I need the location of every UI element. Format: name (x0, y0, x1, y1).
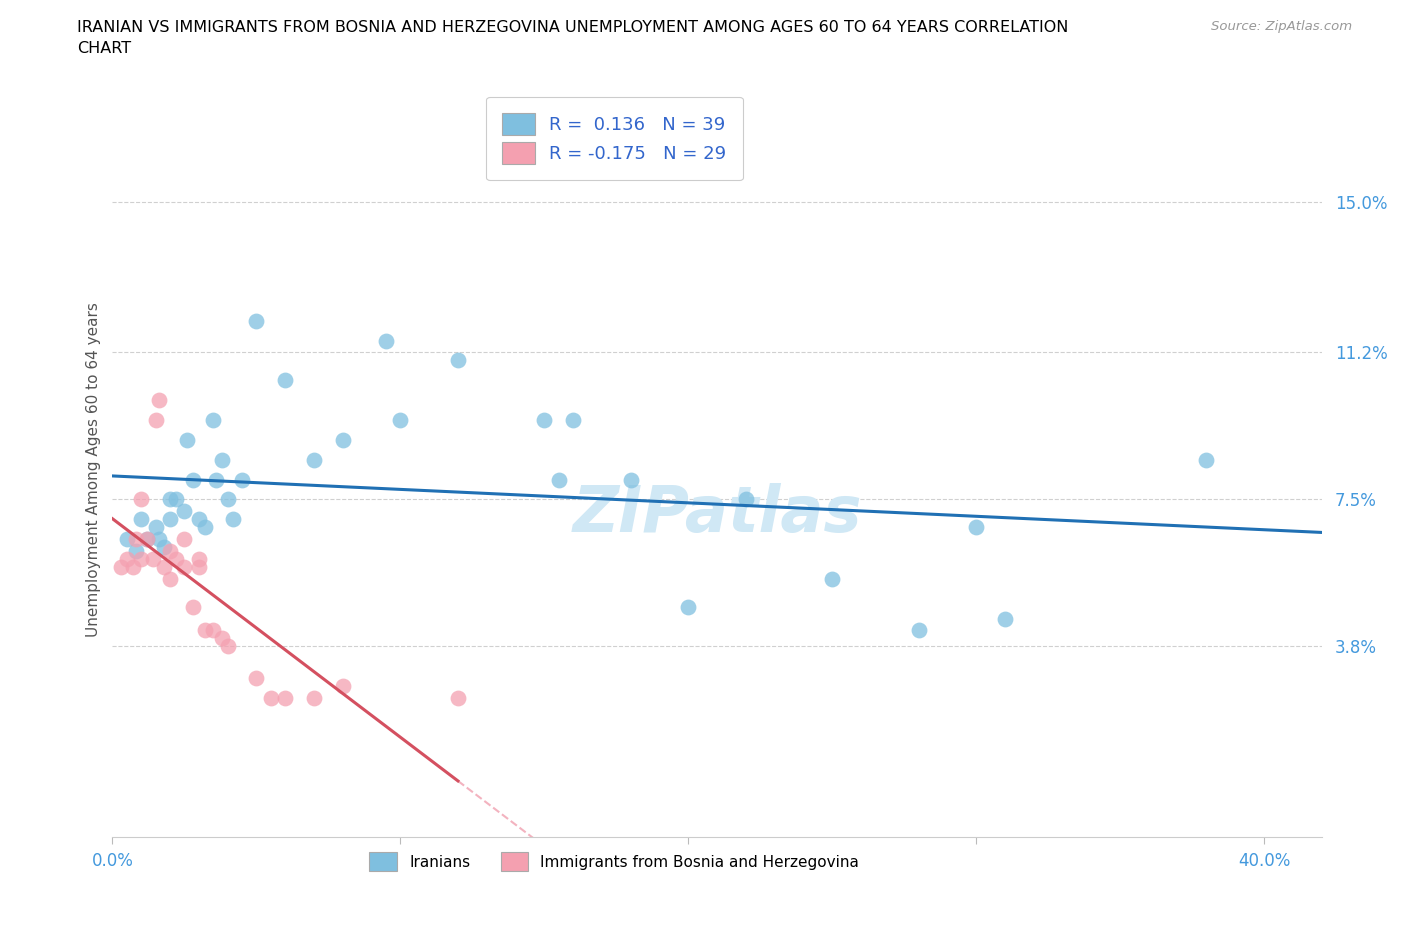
Point (145, 413, 167, 428)
Point (194, 520, 217, 535)
Point (447, 353, 470, 368)
Point (274, 691, 297, 706)
Point (194, 623, 217, 638)
Y-axis label: Unemployment Among Ages 60 to 64 years: Unemployment Among Ages 60 to 64 years (86, 302, 101, 637)
Point (159, 492, 181, 507)
Text: IRANIAN VS IMMIGRANTS FROM BOSNIA AND HERZEGOVINA UNEMPLOYMENT AMONG AGES 60 TO : IRANIAN VS IMMIGRANTS FROM BOSNIA AND HE… (77, 20, 1069, 35)
Point (173, 504, 195, 519)
Point (562, 413, 585, 428)
Point (217, 639, 239, 654)
Point (187, 551, 209, 566)
Point (142, 551, 165, 566)
Text: ZIPatlas: ZIPatlas (572, 483, 862, 545)
Point (533, 413, 555, 428)
Point (153, 539, 176, 554)
Text: Source: ZipAtlas.com: Source: ZipAtlas.com (1212, 20, 1353, 33)
Point (159, 571, 181, 586)
Point (136, 532, 159, 547)
Point (389, 413, 412, 428)
Point (159, 544, 181, 559)
Point (332, 679, 354, 694)
Point (907, 623, 929, 638)
Point (129, 512, 152, 526)
Point (231, 472, 253, 487)
Point (217, 492, 239, 507)
Point (187, 512, 209, 526)
Point (181, 599, 204, 614)
Point (115, 551, 138, 566)
Point (202, 413, 225, 428)
Point (176, 432, 198, 447)
Point (181, 472, 204, 487)
Text: CHART: CHART (77, 41, 131, 56)
Point (165, 492, 187, 507)
Point (136, 532, 159, 547)
Point (245, 313, 267, 328)
Point (173, 532, 195, 547)
Point (148, 392, 170, 407)
Point (302, 691, 325, 706)
Point (173, 560, 195, 575)
Point (153, 560, 176, 575)
Legend: Iranians, Immigrants from Bosnia and Herzegovina: Iranians, Immigrants from Bosnia and Her… (363, 846, 865, 877)
Point (447, 691, 470, 706)
Point (734, 492, 756, 507)
Point (129, 551, 152, 566)
Point (129, 492, 152, 507)
Point (260, 691, 283, 706)
Point (205, 472, 228, 487)
Point (302, 452, 325, 467)
Point (159, 512, 181, 526)
Point (148, 532, 170, 547)
Point (274, 373, 297, 388)
Point (124, 544, 146, 559)
Point (187, 560, 209, 575)
Point (211, 452, 233, 467)
Point (121, 560, 143, 575)
Point (965, 520, 987, 535)
Point (547, 472, 569, 487)
Point (994, 611, 1017, 626)
Point (222, 512, 245, 526)
Point (211, 631, 233, 645)
Point (202, 623, 225, 638)
Point (110, 560, 132, 575)
Point (620, 472, 643, 487)
Point (332, 432, 354, 447)
Point (165, 551, 187, 566)
Point (115, 532, 138, 547)
Point (678, 599, 700, 614)
Point (145, 520, 167, 535)
Point (245, 671, 267, 685)
Point (821, 571, 844, 586)
Point (124, 532, 146, 547)
Point (375, 333, 398, 348)
Point (1195, 452, 1218, 467)
